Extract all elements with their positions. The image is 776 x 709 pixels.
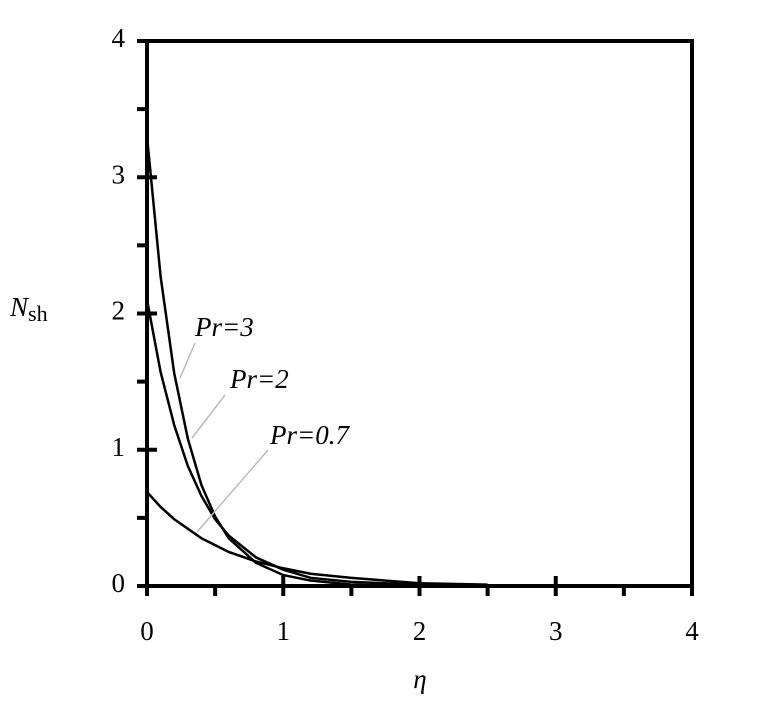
series-label: Pr=2 xyxy=(229,364,289,394)
series-line xyxy=(146,491,488,586)
annotation-leader xyxy=(196,449,269,533)
annotation-leader xyxy=(191,394,226,439)
x-axis-label: η xyxy=(413,664,426,694)
x-tick-label: 3 xyxy=(549,616,563,646)
series-label: Pr=3 xyxy=(194,312,254,342)
series-label: Pr=0.7 xyxy=(269,420,350,450)
y-tick-label: 0 xyxy=(112,568,126,598)
y-axis-label: Nsh xyxy=(9,292,48,326)
series-line xyxy=(145,299,488,588)
x-tick-label: 0 xyxy=(140,616,154,646)
y-tick-label: 3 xyxy=(112,159,126,189)
y-tick-label: 1 xyxy=(112,432,126,462)
x-tick-label: 1 xyxy=(277,616,291,646)
annotation-leader xyxy=(179,342,196,379)
y-tick-label: 4 xyxy=(112,23,126,53)
y-tick-label: 2 xyxy=(112,296,126,326)
y-axis-label-sub: sh xyxy=(28,301,48,326)
series-line xyxy=(145,136,488,588)
x-tick-label: 4 xyxy=(685,616,699,646)
x-tick-label: 2 xyxy=(413,616,427,646)
y-axis-label-main: N xyxy=(9,292,30,322)
